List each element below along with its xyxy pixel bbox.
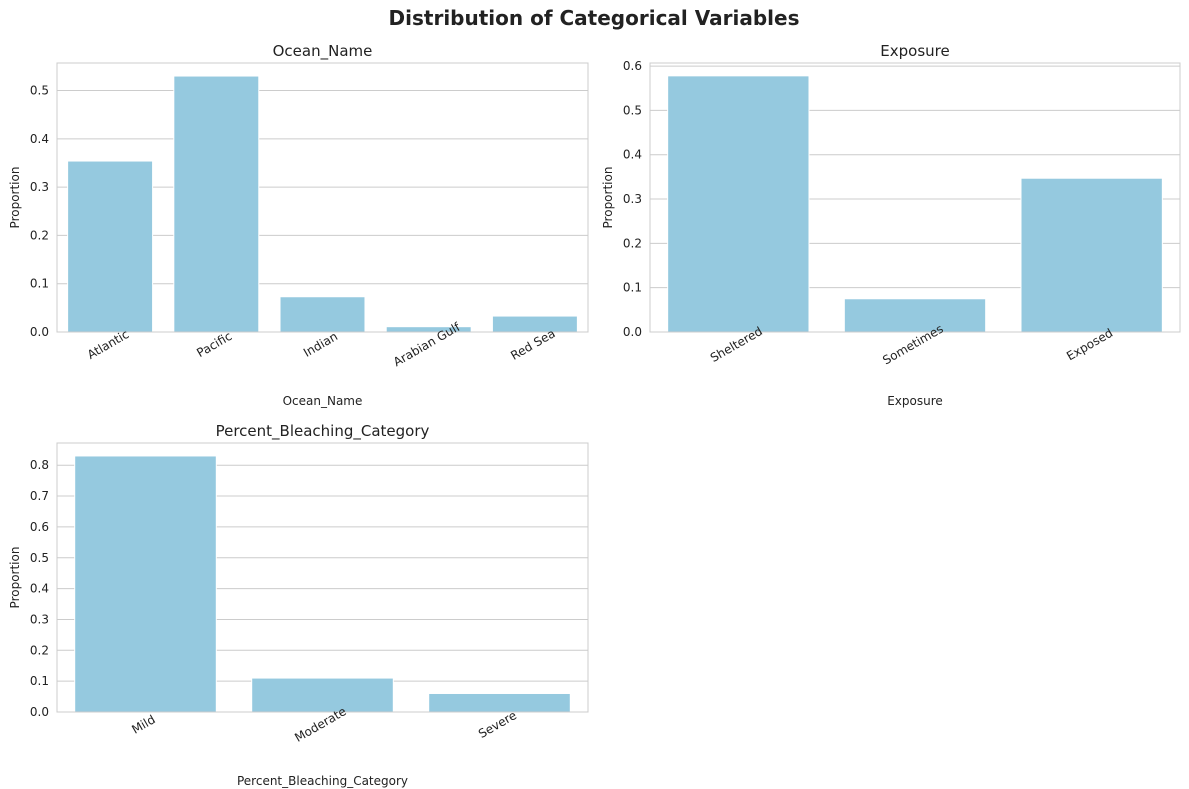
subplot-title: Percent_Bleaching_Category [216,422,430,441]
y-tick-label: 0.2 [30,643,49,657]
y-tick-label: 0.5 [30,84,49,98]
y-tick-label: 0.4 [30,132,49,146]
x-axis-label: Percent_Bleaching_Category [237,774,408,788]
subplot-title: Ocean_Name [273,42,373,61]
x-tick-label-severe: Severe [476,708,519,741]
y-axis-label: Proportion [8,167,22,229]
bar-pacific [173,75,260,333]
x-tick-label-indian: Indian [301,329,340,360]
y-tick-label: 0.1 [30,674,49,688]
y-tick-label: 0.3 [30,180,49,194]
bar-sometimes [843,298,987,333]
y-tick-label: 0.0 [30,705,49,719]
x-tick-label-pacific: Pacific [194,329,234,360]
y-tick-label: 0.6 [30,520,49,534]
y-tick-label: 0.6 [623,59,642,73]
plot-frame [649,62,1181,333]
y-tick-label: 0.2 [30,228,49,242]
bar-moderate [251,677,394,713]
bar-mild [74,455,217,713]
y-axis-label: Proportion [8,547,22,609]
subplot-title: Exposure [880,42,949,60]
bar-red-sea [491,315,578,333]
y-axis-label: Proportion [601,167,615,229]
y-tick-label: 0.3 [30,612,49,626]
y-tick-label: 0.5 [623,103,642,117]
bar-exposed [1020,177,1163,333]
x-tick-label-mild: Mild [129,712,157,736]
y-tick-label: 0.4 [30,582,49,596]
y-tick-label: 0.8 [30,458,49,472]
plot-frame [56,62,589,333]
bar-severe [428,692,571,713]
y-tick-label: 0.0 [623,325,642,339]
x-axis-label: Exposure [887,394,943,408]
bar-atlantic [67,160,154,333]
y-tick-label: 0.1 [30,277,49,291]
plot-frame [56,442,589,713]
y-tick-label: 0.7 [30,489,49,503]
x-axis-label: Ocean_Name [283,394,363,408]
bar-indian [279,296,366,333]
figure-title: Distribution of Categorical Variables [389,6,800,30]
y-tick-label: 0.1 [623,281,642,295]
y-tick-label: 0.0 [30,325,49,339]
y-tick-label: 0.5 [30,551,49,565]
y-tick-label: 0.4 [623,148,642,162]
y-tick-label: 0.3 [623,192,642,206]
bar-sheltered [667,75,810,333]
y-tick-label: 0.2 [623,236,642,250]
